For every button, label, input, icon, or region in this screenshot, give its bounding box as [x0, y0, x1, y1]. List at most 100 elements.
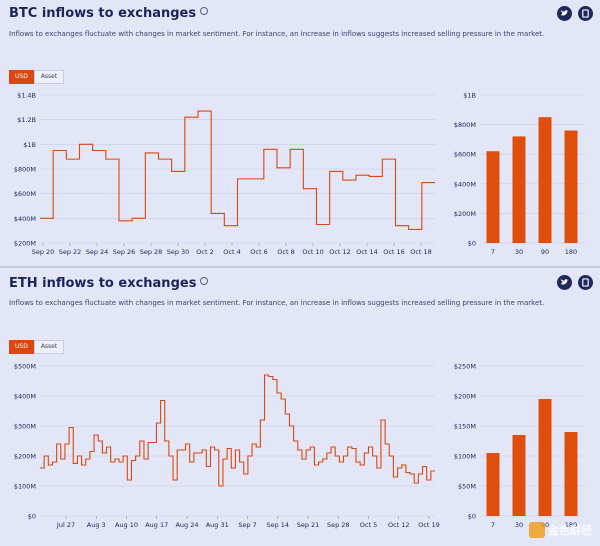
- y-tick-label: $200M: [14, 240, 36, 248]
- x-tick-label: 90: [541, 248, 549, 256]
- eth-unit-toggle: USD Asset: [9, 340, 65, 354]
- usd-toggle[interactable]: USD: [9, 70, 34, 84]
- x-tick-label: Sep 28: [140, 248, 163, 256]
- x-tick-label: Sep 26: [113, 248, 136, 256]
- twitter-icon: [560, 9, 569, 16]
- btc-title: BTC inflows to exchanges: [9, 6, 209, 21]
- y-tick-label: $200M: [454, 393, 476, 401]
- btc-inflows-panel: BTC inflows to exchanges Inflows to exch…: [0, 0, 600, 266]
- x-tick-label: Oct 12: [388, 521, 410, 529]
- y-tick-label: $50M: [458, 483, 476, 491]
- btc-unit-toggle: USD Asset: [9, 70, 65, 84]
- y-tick-label: $100M: [454, 453, 476, 461]
- btc-description: Inflows to exchanges fluctuate with chan…: [9, 30, 545, 38]
- x-tick-label: Oct 14: [356, 248, 378, 256]
- y-tick-label: $1B: [23, 141, 36, 149]
- y-tick-label: $1.4B: [17, 92, 36, 100]
- eth-line-chart: $0 $100M $200M $300M $400M $500M Jul 27 Aug 3 Au…: [14, 363, 440, 530]
- bar[interactable]: [564, 130, 578, 243]
- series-line[interactable]: [40, 110, 435, 230]
- y-tick-label: $400M: [454, 180, 476, 188]
- x-tick-label: 7: [491, 521, 495, 529]
- x-tick-label: Oct 12: [329, 248, 351, 256]
- x-tick-label: Oct 19: [418, 521, 440, 529]
- info-icon[interactable]: [200, 277, 209, 285]
- watermark-logo-icon: [529, 522, 545, 538]
- y-tick-label: $150M: [454, 423, 476, 431]
- asset-toggle[interactable]: Asset: [33, 340, 65, 354]
- y-tick-label: $1.2B: [17, 116, 36, 124]
- copy-icon: [582, 278, 589, 287]
- y-tick-label: $200M: [454, 210, 476, 218]
- y-tick-label: $800M: [454, 121, 476, 129]
- eth-bar-chart: $0 $50M $100M $150M $200M $250M 7 30 90 180: [454, 363, 584, 529]
- x-tick-label: Jul 27: [56, 521, 75, 529]
- x-tick-label: Aug 31: [206, 521, 229, 529]
- y-tick-label: $1B: [463, 92, 476, 100]
- y-tick-label: $400M: [14, 215, 36, 223]
- eth-inflows-panel: ETH inflows to exchanges Inflows to exch…: [0, 268, 600, 546]
- bar[interactable]: [538, 117, 552, 243]
- y-tick-label: $0: [28, 513, 36, 521]
- twitter-share-button[interactable]: [557, 275, 572, 290]
- y-tick-label: $300M: [14, 423, 36, 431]
- x-tick-label: Oct 6: [250, 248, 267, 256]
- y-tick-label: $100M: [14, 483, 36, 491]
- info-icon[interactable]: [200, 7, 209, 15]
- bar[interactable]: [486, 151, 500, 243]
- eth-title: ETH inflows to exchanges: [9, 276, 209, 291]
- y-tick-label: $200M: [14, 453, 36, 461]
- x-tick-label: Sep 24: [86, 248, 109, 256]
- bar[interactable]: [512, 435, 526, 516]
- x-tick-label: Oct 5: [360, 521, 377, 529]
- y-tick-label: $400M: [14, 393, 36, 401]
- bar[interactable]: [512, 136, 526, 243]
- bar[interactable]: [486, 453, 500, 516]
- bar[interactable]: [564, 432, 578, 516]
- y-tick-label: $0: [468, 513, 476, 521]
- bar[interactable]: [538, 399, 552, 516]
- x-tick-label: Oct 16: [383, 248, 405, 256]
- x-tick-label: Aug 10: [115, 521, 138, 529]
- x-tick-label: Oct 10: [302, 248, 324, 256]
- y-tick-label: $600M: [454, 151, 476, 159]
- x-tick-label: Sep 20: [32, 248, 55, 256]
- y-tick-label: $800M: [14, 166, 36, 174]
- copy-icon: [582, 9, 589, 18]
- x-tick-label: 180: [565, 521, 577, 529]
- x-tick-label: 30: [515, 521, 523, 529]
- x-tick-label: Sep 14: [266, 521, 289, 529]
- x-tick-label: Sep 28: [327, 521, 350, 529]
- x-tick-label: Sep 22: [59, 248, 82, 256]
- y-tick-label: $0: [468, 240, 476, 248]
- y-tick-label: $600M: [14, 190, 36, 198]
- copy-link-button[interactable]: [578, 275, 593, 290]
- x-tick-label: Oct 8: [277, 248, 294, 256]
- twitter-icon: [560, 278, 569, 285]
- x-tick-label: 7: [491, 248, 495, 256]
- watermark: 金色财经: [529, 522, 592, 538]
- x-tick-label: Oct 18: [410, 248, 432, 256]
- x-tick-label: Aug 24: [175, 521, 198, 529]
- x-tick-label: 90: [541, 521, 549, 529]
- x-tick-label: 180: [565, 248, 577, 256]
- x-tick-label: Sep 7: [238, 521, 256, 529]
- twitter-share-button[interactable]: [557, 6, 572, 21]
- btc-bar-chart: $0 $200M $400M $600M $800M $1B 7 30 90 180: [454, 92, 584, 256]
- usd-toggle[interactable]: USD: [9, 340, 34, 354]
- btc-line-chart: $200M $400M $600M $800M $1B $1.2B $1.4B Sep 20 S…: [14, 92, 435, 256]
- eth-description: Inflows to exchanges fluctuate with chan…: [9, 299, 545, 307]
- x-tick-label: Aug 17: [145, 521, 168, 529]
- y-tick-label: $500M: [14, 363, 36, 371]
- x-tick-label: Sep 21: [297, 521, 320, 529]
- x-tick-label: Sep 30: [167, 248, 190, 256]
- copy-link-button[interactable]: [578, 6, 593, 21]
- y-tick-label: $250M: [454, 363, 476, 371]
- x-tick-label: Oct 4: [223, 248, 240, 256]
- series-line[interactable]: [40, 374, 435, 487]
- panel-divider: [0, 266, 600, 268]
- x-tick-label: 30: [515, 248, 523, 256]
- asset-toggle[interactable]: Asset: [33, 70, 65, 84]
- x-tick-label: Oct 2: [196, 248, 213, 256]
- x-tick-label: Aug 3: [87, 521, 106, 529]
